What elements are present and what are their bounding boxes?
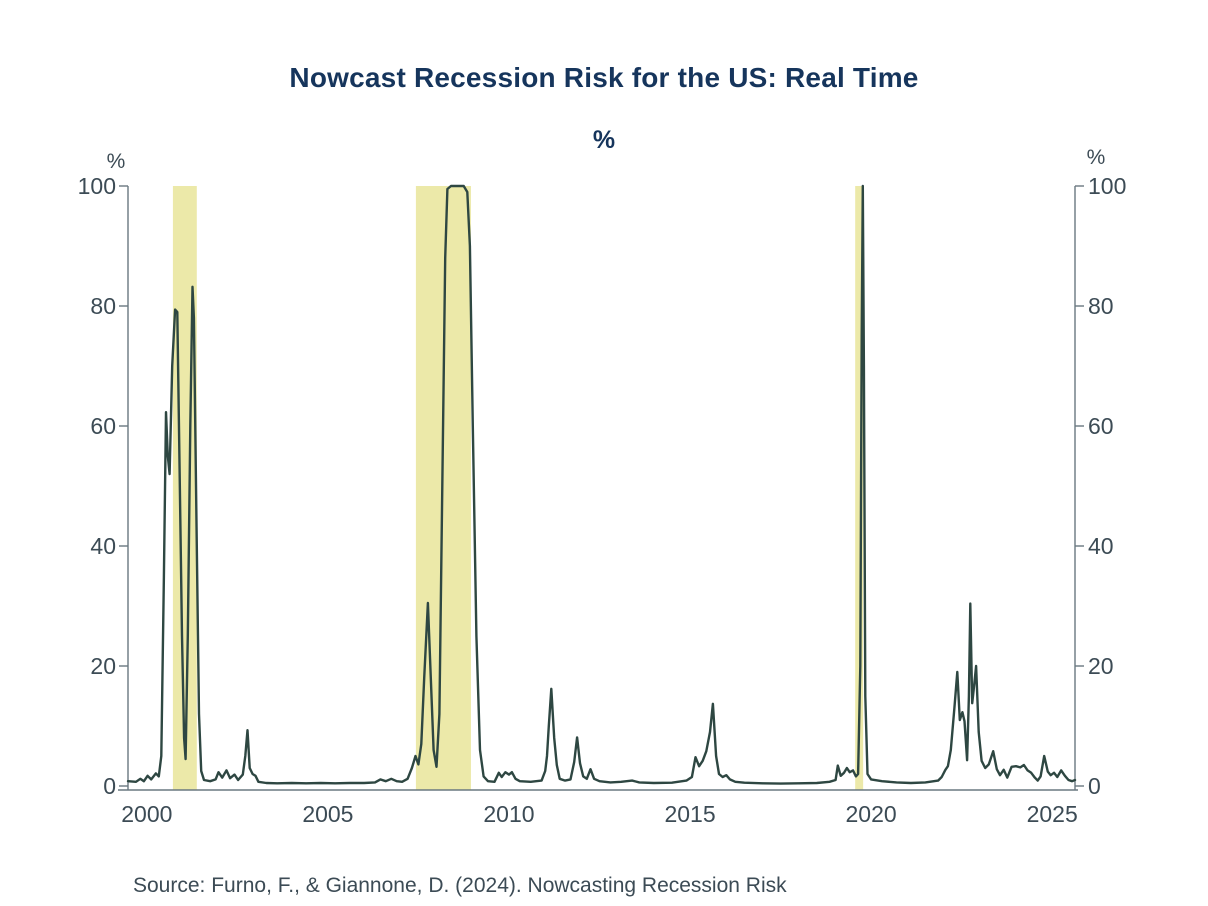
- svg-text:100: 100: [1088, 173, 1126, 199]
- axes: [118, 186, 1078, 791]
- svg-text:2000: 2000: [121, 801, 172, 827]
- svg-text:2010: 2010: [483, 801, 534, 827]
- svg-text:20: 20: [1088, 653, 1114, 679]
- svg-text:60: 60: [90, 413, 116, 439]
- svg-text:2005: 2005: [302, 801, 353, 827]
- svg-text:80: 80: [90, 293, 116, 319]
- nowcast-risk-line: [126, 184, 1077, 785]
- svg-text:40: 40: [90, 533, 116, 559]
- recession-2001: [172, 186, 197, 790]
- source-citation: Source: Furno, F., & Giannone, D. (2024)…: [133, 874, 787, 897]
- recession-bands: [172, 186, 864, 790]
- x-tick-labels: 2000 2005 2010 2015 2020 2025: [121, 801, 1078, 827]
- chart-subtitle: %: [592, 126, 616, 154]
- svg-text:0: 0: [103, 773, 116, 799]
- left-axis-unit-label: %: [106, 150, 126, 173]
- svg-text:2015: 2015: [664, 801, 715, 827]
- svg-text:40: 40: [1088, 533, 1114, 559]
- recession-2020: [855, 186, 864, 790]
- svg-text:20: 20: [90, 653, 116, 679]
- svg-text:60: 60: [1088, 413, 1114, 439]
- svg-text:2020: 2020: [846, 801, 897, 827]
- svg-text:100: 100: [78, 173, 116, 199]
- y-ticks: [119, 185, 1084, 787]
- y-tick-labels: 0 0 20 20 40 40 60 60 80 80 100 100: [78, 173, 1127, 799]
- svg-text:80: 80: [1088, 293, 1114, 319]
- right-axis-unit-label: %: [1086, 146, 1106, 169]
- svg-text:2025: 2025: [1027, 801, 1078, 827]
- chart-title: Nowcast Recession Risk for the US: Real …: [289, 62, 919, 93]
- svg-text:0: 0: [1088, 773, 1101, 799]
